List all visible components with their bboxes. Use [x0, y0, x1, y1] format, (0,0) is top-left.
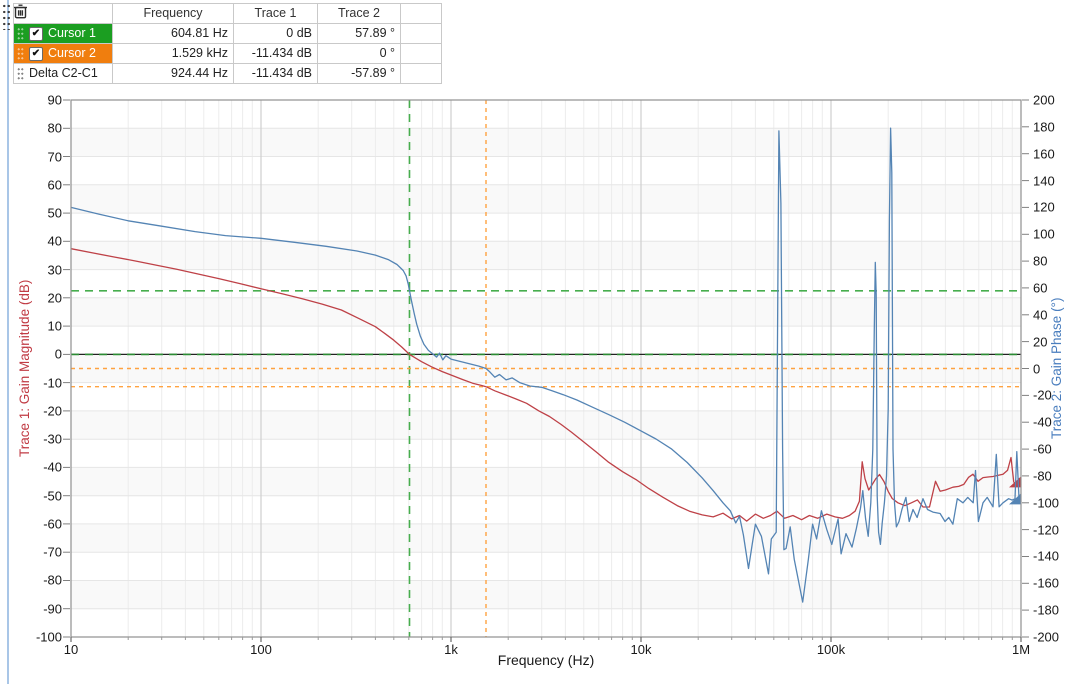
y-left-tick-label: 50 — [47, 205, 62, 221]
y-right-tick-label: -200 — [1033, 629, 1060, 645]
y-right-tick-label: -20 — [1033, 387, 1052, 403]
panel-splitter[interactable] — [2, 0, 11, 684]
cursor-table: Frequency Trace 1 Trace 2 ✔ Cursor 1 604.81 H… — [13, 3, 442, 84]
y-left-tick-label: 80 — [47, 120, 62, 136]
y-left-tick-label: 20 — [47, 290, 62, 306]
x-tick-label: 10 — [63, 642, 79, 657]
plot-band — [71, 184, 1021, 214]
y-right-tick-label: -140 — [1033, 548, 1060, 564]
cursor-name-label: Cursor 2 — [48, 46, 96, 60]
column-header-trace-2: Trace 2 — [318, 4, 401, 24]
y-right-tick-label: 0 — [1033, 361, 1041, 376]
y-left-tick-label: -40 — [43, 459, 62, 475]
trace-2-line[interactable] — [70, 127, 1022, 603]
y-left-tick-label: 90 — [47, 92, 62, 108]
y-left-tick-label: 60 — [47, 177, 62, 193]
y-right-tick-label: 80 — [1033, 253, 1048, 269]
y-left-tick-label: 10 — [47, 318, 62, 334]
y-right-tick-label: 140 — [1033, 173, 1055, 189]
frequency-value: 604.81 Hz — [113, 24, 234, 44]
frequency-value: 1.529 kHz — [113, 44, 234, 64]
y-right-tick-label: 100 — [1033, 226, 1055, 242]
y-right-tick-label: 120 — [1033, 199, 1055, 215]
y-right-tick-label: -180 — [1033, 602, 1060, 618]
cursor-name-label: Cursor 1 — [48, 26, 96, 40]
cursor-visible-checkbox[interactable]: ✔ — [29, 46, 43, 61]
trace1-value: -11.434 dB — [234, 64, 318, 84]
y-left-tick-label: -60 — [43, 516, 62, 532]
x-tick-label: 1k — [444, 642, 458, 657]
splitter-grip-icon[interactable] — [2, 3, 11, 30]
y-left-tick-label: 70 — [47, 149, 62, 165]
column-header-blank — [14, 4, 113, 24]
cursor-visible-checkbox[interactable]: ✔ — [29, 26, 43, 41]
y-right-tick-label: 160 — [1033, 146, 1055, 162]
plot-band — [71, 410, 1021, 440]
y-right-tick-label: -60 — [1033, 441, 1052, 457]
plot-frame — [70, 99, 1022, 638]
y-right-tick-label: -160 — [1033, 575, 1060, 591]
cursor-name-label: Delta C2-C1 — [29, 66, 98, 80]
row-drag-handle-icon[interactable] — [17, 47, 24, 60]
cursor-row-cursor-2[interactable]: ✔ Cursor 2 1.529 kHz -11.434 dB 0 ° — [14, 4, 442, 64]
column-header-blank — [401, 4, 442, 24]
x-tick-label: 1M — [1011, 642, 1031, 657]
trace1-value: -11.434 dB — [234, 44, 318, 64]
trace2-value: 57.89 ° — [318, 24, 401, 44]
column-header-trace-1: Trace 1 — [234, 4, 318, 24]
y-left-tick-label: 30 — [47, 262, 62, 278]
column-header-frequency: Frequency — [113, 4, 234, 24]
frequency-value: 924.44 Hz — [113, 64, 234, 84]
plot-band — [71, 467, 1021, 496]
cursor-row-delta-c2-c1[interactable]: Delta C2-C1 924.44 Hz -11.434 dB -57.89 ° — [14, 4, 442, 84]
cursor-row-cursor-1[interactable]: ✔ Cursor 1 604.81 Hz 0 dB 57.89 ° — [14, 4, 442, 44]
y-left-tick-label: -80 — [43, 572, 62, 588]
y-left-tick-label: -70 — [43, 544, 62, 560]
y-right-tick-label: 20 — [1033, 334, 1048, 350]
cursor-table-header: Frequency Trace 1 Trace 2 — [14, 4, 442, 24]
x-axis-title: Frequency (Hz) — [497, 652, 595, 668]
y-right-tick-label: 180 — [1033, 119, 1055, 135]
y-left-tick-label: -90 — [43, 601, 62, 617]
trace-1-line[interactable] — [70, 248, 1022, 522]
trace1-value: 0 dB — [234, 24, 318, 44]
y-left-tick-label: -100 — [35, 629, 62, 645]
plot-band — [71, 128, 1021, 157]
y-right-tick-label: -100 — [1033, 495, 1060, 511]
y-right-tick-label: -120 — [1033, 522, 1060, 538]
y-left-tick-label: -30 — [43, 431, 62, 447]
y-left-tick-label: -50 — [43, 488, 62, 504]
y-right-tick-label: -40 — [1033, 414, 1052, 430]
y-right-axis-title: Trace 2: Gain Phase (°) — [1049, 297, 1064, 440]
y-right-tick-label: 60 — [1033, 280, 1048, 296]
y-right-tick-label: -80 — [1033, 468, 1052, 484]
plot-band — [71, 297, 1021, 327]
trace2-value: -57.89 ° — [318, 64, 401, 84]
x-tick-label: 100 — [250, 642, 272, 657]
y-left-tick-label: -20 — [43, 403, 62, 419]
x-tick-label: 10k — [630, 642, 652, 657]
y-left-axis-title: Trace 1: Gain Magnitude (dB) — [17, 279, 32, 458]
trace-2-end-marker — [1009, 493, 1021, 505]
y-right-tick-label: 200 — [1033, 92, 1055, 108]
y-left-tick-label: 0 — [54, 346, 62, 362]
trace2-value: 0 ° — [318, 44, 401, 64]
y-left-tick-label: 40 — [47, 233, 62, 249]
y-left-tick-label: -10 — [43, 375, 62, 391]
plot-band — [71, 580, 1021, 609]
plot-band — [71, 523, 1021, 553]
plot-band — [71, 241, 1021, 270]
y-right-tick-label: 40 — [1033, 307, 1048, 323]
row-drag-handle-icon[interactable] — [17, 27, 24, 40]
row-drag-handle-icon[interactable] — [17, 67, 24, 80]
x-tick-label: 100k — [816, 642, 846, 657]
